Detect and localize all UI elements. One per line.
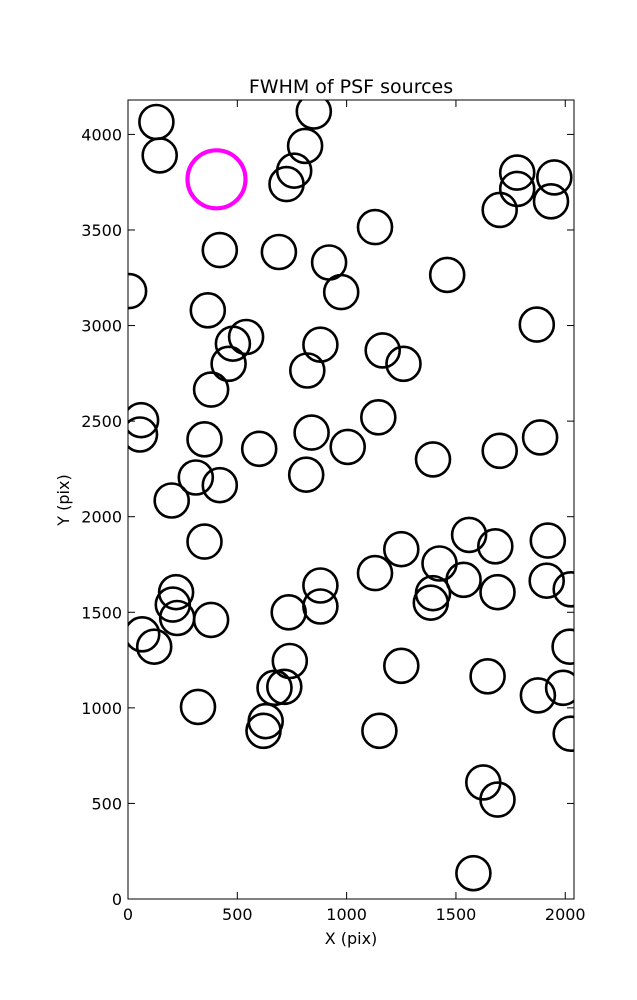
psf-source-marker [552,571,574,608]
psf-source-marker [186,420,223,458]
psf-source-marker [295,100,333,130]
psf-source-marker [382,530,420,568]
psf-source-marker [498,154,536,191]
psf-source-marker [529,522,567,559]
psf-source-marker [210,345,247,383]
psf-source-marker [476,527,514,565]
psf-source-marker [356,554,394,592]
psf-source-marker [421,545,458,582]
psf-source-marker [428,256,466,294]
psf-source-marker [479,781,516,818]
psf-source-marker [135,628,173,666]
psf-source-marker [158,599,196,637]
psf-source-marker [412,584,450,622]
psf-source-marker [293,414,330,451]
psf-source-marker [450,516,488,554]
psf-source-marker [128,416,159,453]
psf-source-marker [128,272,148,310]
psf-source-marker [329,428,367,466]
psf-source-marker [271,642,309,680]
y-tick-label: 1500 [81,603,122,622]
psf-source-marker [552,715,574,752]
psf-source-marker [414,441,452,478]
psf-source-marker [186,523,223,560]
psf-source-marker [287,456,325,494]
psf-source-marker [364,332,402,369]
psf-source-marker [265,668,303,706]
psf-source-marker [286,127,324,165]
x-axis-label: X (pix) [325,929,378,948]
y-tick-label: 4000 [81,125,122,144]
psf-source-marker [521,419,559,456]
psf-source-marker [270,593,308,631]
psf-source-marker [302,326,339,364]
psf-source-marker [128,616,161,653]
psf-source-marker [528,562,566,600]
psf-source-marker [201,231,239,269]
y-tick-label: 500 [91,794,122,813]
psf-source-marker [455,854,492,892]
x-axis: 0 500 1000 1500 2000 [123,100,586,924]
psf-source-marker [361,712,398,750]
psf-source-marker [245,712,282,750]
psf-source-marker [551,628,574,665]
psf-source-marker [359,398,397,436]
psf-source-marker [256,669,293,707]
psf-source-marker [382,647,420,685]
psf-source-marker [128,401,160,439]
y-tick-label: 3500 [81,221,122,240]
x-tick-label: 500 [222,905,253,924]
psf-source-marker [201,466,239,504]
psf-source-marker [356,208,394,246]
x-tick-label: 2000 [545,905,586,924]
y-tick-label: 3000 [81,317,122,336]
psf-source-marker [157,573,195,611]
psf-source-marker [138,103,175,141]
psf-source-marker [519,677,557,714]
y-tick-label: 2500 [81,412,122,431]
psf-source-marker [189,291,227,329]
psf-source-marker [469,657,506,695]
psf-source-marker [385,345,422,383]
psf-source-marker [177,459,215,496]
psf-source-marker [268,165,305,203]
psf-source-marker [518,306,556,343]
psf-source-marker [153,482,190,519]
psf-source-marker [302,588,339,625]
plot-frame [127,99,575,900]
psf-source-marker [179,688,217,726]
y-tick-label: 2000 [81,508,122,527]
psf-source-marker [240,430,278,468]
psf-source-marker [479,573,516,611]
psf-source-marker [288,352,326,389]
psf-source-marker [544,669,574,707]
y-axis-label: Y (pix) [54,474,73,526]
y-tick-label: 0 [112,890,122,909]
x-tick-label: 1500 [436,905,477,924]
plot-area [128,100,574,892]
psf-source-marker [260,233,298,271]
psf-source-marker [481,191,519,229]
y-axis: 0 500 1000 1500 2000 2500 3000 3500 4000 [81,125,574,909]
psf-source-marker [445,561,482,599]
x-tick-label: 1000 [326,905,367,924]
psf-source-marker [192,371,230,408]
psf-source-marker [214,325,252,363]
x-tick-label: 0 [123,905,133,924]
psf-source-marker [532,183,570,220]
psf-source-marker [535,159,573,196]
psf-source-marker [141,137,178,174]
reference-fwhm-marker [185,148,248,211]
chart-title: FWHM of PSF sources [249,76,453,98]
psf-source-marker [192,601,230,639]
psf-source-marker [322,273,360,311]
y-tick-label: 1000 [81,699,122,718]
psf-source-marker [481,432,519,470]
psf-source-marker [154,586,192,623]
psf-source-marker [302,567,339,604]
